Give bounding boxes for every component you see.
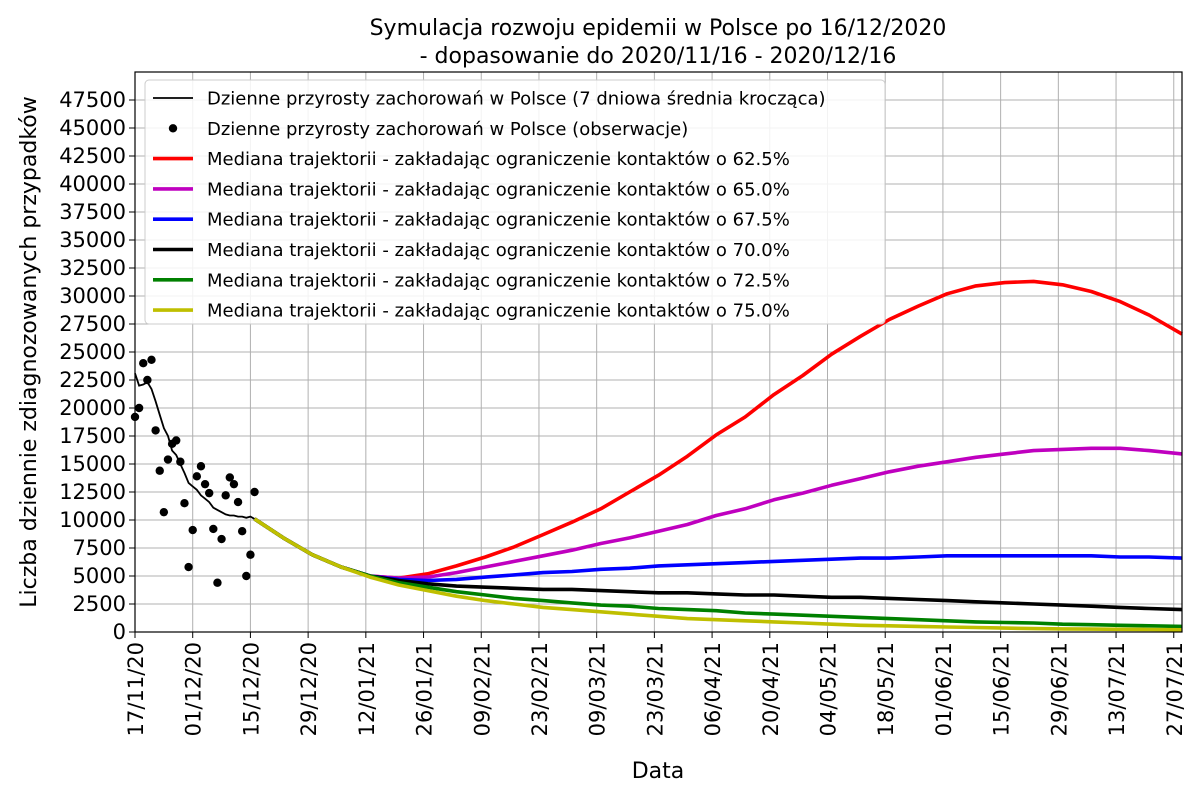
- y-tick-label: 35000: [59, 228, 126, 252]
- observation-point: [209, 524, 218, 534]
- rolling-average-line: [134, 373, 255, 520]
- x-tick-label: 12/01/21: [355, 642, 379, 736]
- x-tick-label: 17/11/20: [124, 642, 148, 736]
- observation-point: [221, 491, 230, 500]
- x-axis-label: Data: [632, 759, 685, 784]
- observation-point: [217, 534, 226, 544]
- x-tick-label: 26/01/21: [413, 642, 437, 736]
- legend-marker: [168, 124, 178, 133]
- observation-point: [163, 455, 173, 464]
- x-axis-ticks: 17/11/20 01/12/20 15/12/20 29/12/20 12/01/21…: [124, 632, 1187, 736]
- observation-point: [225, 473, 235, 482]
- observation-point: [139, 359, 148, 368]
- y-tick-label: 10000: [59, 508, 126, 532]
- observation-point: [242, 571, 251, 581]
- y-tick-label: 7500: [73, 536, 126, 560]
- legend-label: Mediana trajektorii - zakładając ogranic…: [207, 301, 790, 322]
- observation-point: [213, 578, 222, 587]
- legend-label: Mediana trajektorii - zakładając ogranic…: [207, 179, 790, 200]
- x-tick-label: 20/04/21: [759, 642, 783, 736]
- y-tick-label: 25000: [59, 340, 126, 364]
- x-tick-label: 04/05/21: [817, 642, 841, 736]
- observation-point: [246, 550, 255, 559]
- legend-label: Dzienne przyrosty zachorowań w Polsce (o…: [207, 119, 688, 140]
- x-tick-label: 23/02/21: [528, 642, 552, 736]
- x-tick-label: 27/07/21: [1163, 642, 1187, 736]
- chart-title-line-2: - dopasowanie do 2020/11/16 - 2020/12/16: [420, 44, 897, 69]
- y-tick-label: 5000: [73, 564, 126, 588]
- legend-label: Mediana trajektorii - zakładając ogranic…: [207, 149, 790, 170]
- y-tick-label: 32500: [59, 256, 126, 280]
- x-tick-label: 15/12/20: [239, 642, 263, 736]
- observation-point: [147, 355, 156, 365]
- observation-point: [196, 462, 206, 471]
- observation-point: [204, 488, 214, 498]
- y-axis-label: Liczba dziennie zdiagnozowanych przypadk…: [17, 96, 42, 608]
- x-tick-label: 23/03/21: [643, 642, 667, 736]
- observation-point: [134, 403, 144, 413]
- x-tick-label: 06/04/21: [701, 642, 725, 736]
- x-tick-label: 01/12/20: [182, 642, 206, 736]
- y-tick-label: 47500: [59, 88, 126, 112]
- observation-point: [172, 436, 181, 445]
- observation-point: [176, 457, 185, 466]
- y-tick-label: 20000: [59, 396, 126, 420]
- y-tick-label: 42500: [59, 144, 126, 168]
- series-line-1: [253, 446, 1183, 580]
- observation-point: [184, 562, 193, 572]
- legend: Dzienne przyrosty zachorowań w Polsce (7…: [144, 79, 886, 325]
- legend-label: Mediana trajektorii - zakładając ogranic…: [207, 210, 790, 231]
- observation-points: [130, 355, 259, 587]
- y-tick-label: 12500: [59, 480, 126, 504]
- observation-point: [159, 507, 169, 517]
- x-tick-label: 13/07/21: [1105, 642, 1129, 736]
- series-layer: [134, 279, 1183, 632]
- series-line-4: [253, 517, 1183, 629]
- observation-point: [192, 472, 202, 481]
- x-tick-label: 09/02/21: [470, 642, 494, 736]
- series-line-3: [253, 517, 1183, 612]
- series-line-2: [253, 517, 1183, 583]
- x-tick-label: 29/12/20: [297, 642, 321, 736]
- y-tick-label: 30000: [59, 284, 126, 308]
- observation-point: [180, 499, 189, 508]
- x-tick-label: 15/06/21: [990, 642, 1014, 736]
- y-tick-label: 45000: [59, 116, 126, 140]
- observation-point: [229, 479, 239, 489]
- legend-label: Mediana trajektorii - zakładając ogranic…: [207, 240, 790, 261]
- y-tick-label: 0: [113, 620, 126, 644]
- observation-point: [233, 497, 243, 507]
- chart-title-line-1: Symulacja rozwoju epidemii w Polsce po 1…: [370, 16, 947, 41]
- observation-point: [188, 525, 197, 535]
- legend-label: Mediana trajektorii - zakładając ogranic…: [207, 270, 790, 291]
- x-tick-label: 29/06/21: [1047, 642, 1071, 736]
- legend-box: [144, 79, 886, 325]
- x-tick-label: 09/03/21: [586, 642, 610, 736]
- y-tick-label: 22500: [59, 368, 126, 392]
- legend-label: Dzienne przyrosty zachorowań w Polsce (7…: [207, 89, 826, 110]
- series-line-5: [253, 517, 1183, 632]
- y-tick-label: 27500: [59, 312, 126, 336]
- y-tick-label: 15000: [59, 452, 126, 476]
- x-tick-label: 18/05/21: [874, 642, 898, 736]
- observation-point: [155, 466, 164, 475]
- observation-point: [237, 527, 247, 536]
- observation-point: [200, 479, 210, 489]
- y-tick-label: 2500: [73, 592, 126, 616]
- observation-point: [151, 426, 160, 435]
- x-tick-label: 01/06/21: [932, 642, 956, 736]
- observation-point: [250, 487, 259, 497]
- y-tick-label: 17500: [59, 424, 126, 448]
- series-line-0: [253, 279, 1183, 580]
- y-axis-ticks: 0 2500 5000 7500 10000 12500 15000 17500 20000 22…: [59, 88, 135, 644]
- y-tick-label: 37500: [59, 200, 126, 224]
- y-tick-label: 40000: [59, 172, 126, 196]
- observation-point: [143, 375, 152, 385]
